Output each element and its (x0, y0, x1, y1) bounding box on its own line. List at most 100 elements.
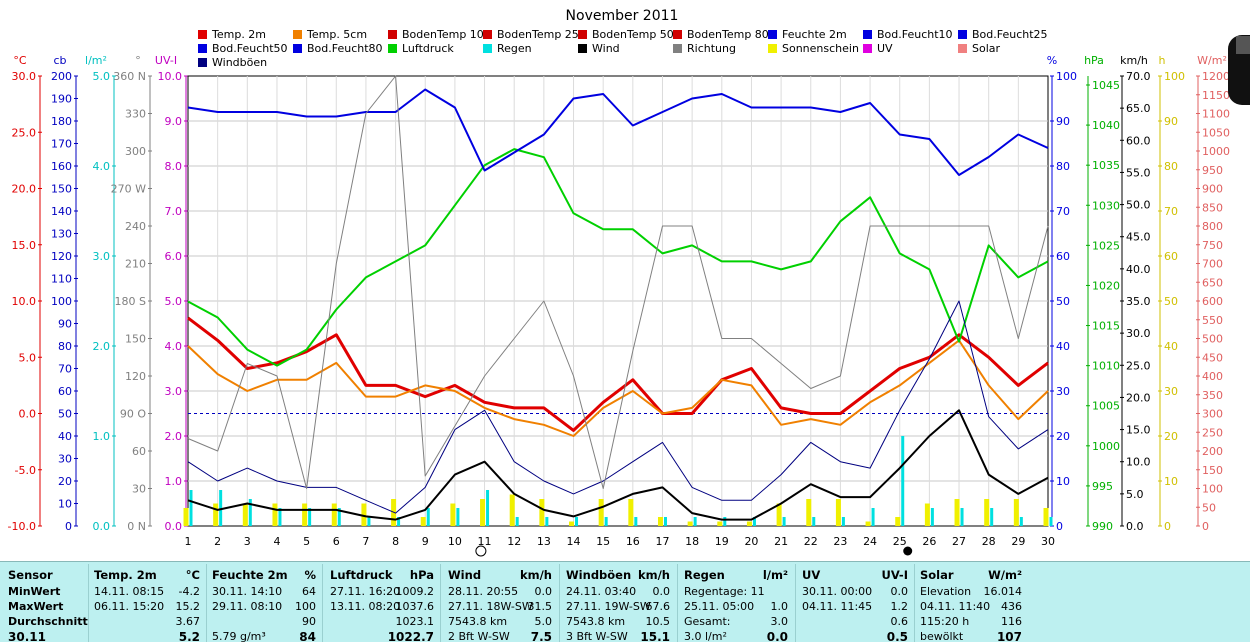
hum-current-value: 84 (299, 630, 316, 644)
legend-swatch (388, 44, 397, 53)
axis-tick-label: 5.0 (165, 295, 183, 308)
wind-max-time: 27.11. 18W-SW (448, 600, 533, 613)
gust-current-bft: 3 Bft W-SW (566, 630, 628, 643)
bar-sonnenschein (954, 499, 960, 526)
axis-tick-label: 3.0 (93, 250, 111, 263)
solar-current-value: 107 (996, 630, 1022, 644)
hdr-temp: Temp. 2m (94, 568, 157, 582)
axis-tick-label: 2.0 (165, 430, 183, 443)
bar-regen (575, 517, 579, 526)
separator (322, 564, 323, 642)
hdr-uv: UV (802, 568, 821, 582)
axis-unit-label: UV-I (155, 54, 177, 67)
legend-swatch (388, 30, 397, 39)
temp-max-value: 15.2 (175, 600, 201, 613)
axis-tick-label: 950 (1202, 164, 1223, 177)
legend-label: Richtung (687, 42, 736, 55)
bar-regen (248, 499, 252, 526)
axis-tick-label: 110 (51, 273, 72, 286)
axis-tick-label: 10 (1056, 475, 1070, 488)
axis-tick-label: 70 (1164, 205, 1178, 218)
axis-tick-label: 30.0 (1126, 327, 1151, 340)
axis-tick-label: 100 (1164, 70, 1185, 83)
axis-tick-label: 170 (51, 138, 72, 151)
axis-tick-label: 20.0 (1126, 391, 1151, 404)
hdr-sensor: Sensor (8, 568, 53, 582)
side-tab (1236, 36, 1250, 54)
bar-regen (426, 508, 430, 526)
x-tick-label: 11 (478, 535, 492, 548)
axis-tick-label: 20 (58, 475, 72, 488)
axis-tick-label: 0 (1202, 520, 1209, 533)
x-tick-label: 9 (422, 535, 429, 548)
axis-tick-label: 0 (65, 520, 72, 533)
hum-current-abs: 5.79 g/m³ (212, 630, 266, 643)
legend-swatch (198, 30, 207, 39)
x-tick-label: 3 (244, 535, 251, 548)
x-tick-label: 4 (273, 535, 280, 548)
bar-sonnenschein (746, 521, 752, 526)
legend-label: UV (877, 42, 893, 55)
axis-tick-label: 3.0 (165, 385, 183, 398)
axis-tick-label: 40 (58, 430, 72, 443)
x-tick-label: 12 (507, 535, 521, 548)
bar-sonnenschein (984, 499, 990, 526)
axis-tick-label: 750 (1202, 239, 1223, 252)
x-tick-label: 13 (537, 535, 551, 548)
axis-tick-label: 1150 (1202, 89, 1230, 102)
axis-tick-label: 600 (1202, 295, 1223, 308)
bar-regen (812, 517, 816, 526)
axis-tick-label: 240 (125, 220, 146, 233)
legend-swatch (578, 30, 587, 39)
hdr-humidity-unit: % (304, 568, 316, 582)
bar-sonnenschein (776, 503, 782, 526)
axis-tick-label: 100 (1056, 70, 1077, 83)
axis-tick-label: 1020 (1092, 279, 1120, 292)
hdr-rain: Regen (684, 568, 725, 582)
axis-tick-label: 850 (1202, 201, 1223, 214)
axis-tick-label: 50.0 (1126, 199, 1151, 212)
separator (914, 564, 915, 642)
bar-sonnenschein (924, 503, 930, 526)
hum-max-time: 29.11. 08:10 (212, 600, 283, 613)
wind-min-value: 0.0 (534, 585, 553, 598)
series-windb-en (187, 300, 1049, 514)
axis-tick-label: 0.0 (19, 408, 37, 421)
axis-tick-label: 400 (1202, 370, 1223, 383)
gust-max-time: 27.11. 19W-SW (566, 600, 651, 613)
axis-tick-label: 1030 (1092, 199, 1120, 212)
hdr-uv-unit: UV-I (881, 568, 908, 582)
legend-swatch (863, 44, 872, 53)
axis-tick-label: 35.0 (1126, 295, 1151, 308)
axis-tick-label: 20 (1056, 430, 1070, 443)
axis-tick-label: 1040 (1092, 119, 1120, 132)
axis-tick-label: -5.0 (15, 464, 36, 477)
axis-tick-label: 40 (1164, 340, 1178, 353)
legend-swatch (768, 30, 777, 39)
axis-tick-label: 25.0 (12, 126, 37, 139)
bar-sonnenschein (420, 517, 426, 526)
legend-label: Sonnenschein (782, 42, 859, 55)
press-current-value: 1022.7 (387, 630, 434, 644)
legend-swatch (958, 30, 967, 39)
series-wind (187, 409, 1049, 521)
hdr-gust: Windböen (566, 568, 632, 582)
solar-max-value: 436 (1001, 600, 1022, 613)
axis-tick-label: 0 (1056, 520, 1063, 533)
axis-tick-label: 30 (1056, 385, 1070, 398)
bar-regen (871, 508, 875, 526)
bar-regen (960, 508, 964, 526)
axis-tick-label: 900 (1202, 183, 1223, 196)
x-tick-label: 27 (952, 535, 966, 548)
bar-sonnenschein (1043, 508, 1049, 526)
x-tick-label: 10 (448, 535, 462, 548)
axis-tick-label: 200 (1202, 445, 1223, 458)
axis-tick-label: 70.0 (1126, 70, 1151, 83)
bar-sonnenschein (717, 521, 723, 526)
gust-avg-distance: 7543.8 km (566, 615, 626, 628)
axis-tick-label: 50 (58, 408, 72, 421)
axis-tick-label: 40.0 (1126, 263, 1151, 276)
axis-tick-label: 1000 (1092, 440, 1120, 453)
hdr-rain-unit: l/m² (762, 568, 788, 582)
